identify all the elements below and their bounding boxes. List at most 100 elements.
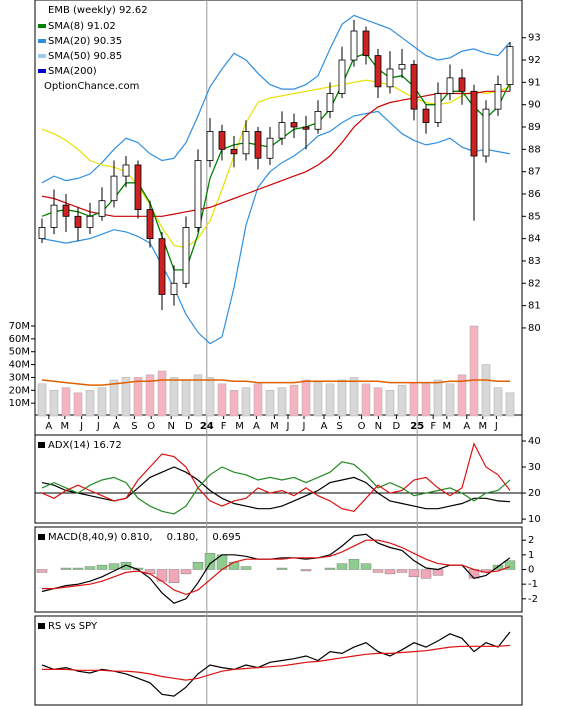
- overlay-line: [41, 90, 510, 217]
- candle-body: [134, 164, 142, 211]
- panel-title-part: 0.695: [212, 532, 241, 543]
- legend-label: SMA(8) 91.02: [48, 21, 116, 32]
- legend-swatch: [38, 39, 46, 43]
- candle-body: [458, 77, 466, 92]
- y-tick-label: 89: [528, 122, 541, 133]
- panel-title-part: 0.180,: [167, 532, 199, 543]
- y-tick-label: 0: [528, 565, 534, 576]
- y-tick-label: 40: [528, 436, 541, 447]
- volume-bar: [457, 374, 467, 417]
- panel-title: ADX(14) 16.72: [48, 440, 122, 451]
- indicator-line: [41, 441, 511, 512]
- volume-tick-label: 30M: [9, 372, 30, 383]
- volume-bar: [37, 383, 47, 417]
- y-tick-label: 1: [528, 550, 534, 561]
- x-tick-label: F: [430, 421, 436, 432]
- y-tick-label: 91: [528, 77, 541, 88]
- volume-bar: [397, 384, 407, 417]
- x-tick-label: O: [358, 421, 366, 432]
- volume-bar: [241, 387, 251, 417]
- candle-body: [494, 84, 502, 110]
- volume-bar: [145, 374, 155, 417]
- indicator-line: [41, 466, 511, 510]
- legend-label: SMA(20) 90.35: [48, 36, 122, 47]
- volume-bar: [469, 325, 479, 417]
- x-tick-label: J: [79, 421, 83, 432]
- overlay-line: [41, 110, 511, 345]
- y-tick-label: 83: [528, 256, 541, 267]
- candle-body: [422, 108, 430, 123]
- candle-body: [242, 131, 250, 155]
- y-tick-label: 90: [528, 100, 541, 111]
- volume-tick-label: 50M: [9, 347, 30, 358]
- volume-bar: [169, 377, 179, 417]
- indicator-line: [41, 461, 511, 515]
- histogram-bar: [96, 564, 108, 570]
- candle-body: [146, 209, 154, 240]
- indicator-line: [42, 644, 511, 681]
- histogram-bar: [396, 569, 408, 573]
- y-tick-label: 30: [528, 462, 541, 473]
- x-tick-label: F: [221, 421, 227, 432]
- x-tick-label: M: [270, 421, 279, 432]
- candle-body: [74, 215, 82, 228]
- candle-body: [350, 30, 358, 61]
- candle-body: [338, 59, 346, 94]
- histogram-bar: [108, 563, 120, 570]
- volume-tick-label: 20M: [9, 385, 30, 396]
- candle-body: [122, 164, 130, 177]
- x-tick-label: J: [302, 421, 306, 432]
- title-swatch: [38, 623, 45, 629]
- candle-body: [50, 204, 58, 228]
- y-tick-label: -2: [528, 594, 538, 605]
- volume-bar: [61, 387, 71, 417]
- histogram-bar: [60, 567, 72, 570]
- volume-bar: [361, 383, 371, 417]
- volume-bar: [505, 392, 515, 417]
- histogram-bar: [276, 567, 288, 570]
- candle-body: [410, 64, 418, 110]
- candle-body: [470, 90, 478, 157]
- x-tick-label: J: [494, 421, 498, 432]
- candle-body: [374, 55, 382, 88]
- y-tick-label: 10: [528, 514, 541, 525]
- candle-body: [434, 93, 442, 123]
- y-tick-label: 81: [528, 301, 541, 312]
- legend-label: SMA(200): [48, 66, 97, 77]
- volume-bar: [277, 387, 287, 417]
- candle-body: [206, 131, 214, 161]
- y-tick-label: 92: [528, 55, 541, 66]
- candle-body: [290, 122, 298, 128]
- histogram-bar: [432, 569, 444, 576]
- y-tick-label: 87: [528, 167, 541, 178]
- overlay-line: [41, 79, 511, 249]
- candle-body: [266, 137, 274, 159]
- candle-body: [302, 126, 310, 130]
- histogram-bar: [360, 563, 372, 570]
- y-tick-label: 86: [528, 189, 541, 200]
- panel-frame: [34, 615, 523, 706]
- x-tick-label: J: [96, 421, 100, 432]
- title-swatch: [38, 534, 45, 540]
- candle-body: [182, 227, 190, 284]
- histogram-bar: [72, 567, 84, 570]
- histogram-bar: [192, 561, 204, 570]
- histogram-bar: [300, 569, 312, 572]
- volume-bar: [217, 383, 227, 417]
- histogram-bar: [348, 559, 360, 570]
- volume-average: [41, 379, 510, 386]
- title-swatch: [38, 442, 45, 448]
- candle-body: [482, 108, 490, 157]
- legend: EMB (weekly) 92.62 SMA(8) 91.02 SMA(20) 90…: [36, 1, 148, 93]
- volume-bar: [109, 379, 119, 417]
- x-tick-label: A: [253, 421, 260, 432]
- x-tick-label: S: [336, 421, 342, 432]
- x-tick-label: A: [45, 421, 52, 432]
- candle-body: [158, 238, 166, 295]
- candle-body: [62, 204, 70, 217]
- volume-bar: [205, 377, 215, 417]
- candle-body: [170, 282, 178, 295]
- legend-swatch: [38, 69, 46, 73]
- volume-bar: [481, 364, 491, 417]
